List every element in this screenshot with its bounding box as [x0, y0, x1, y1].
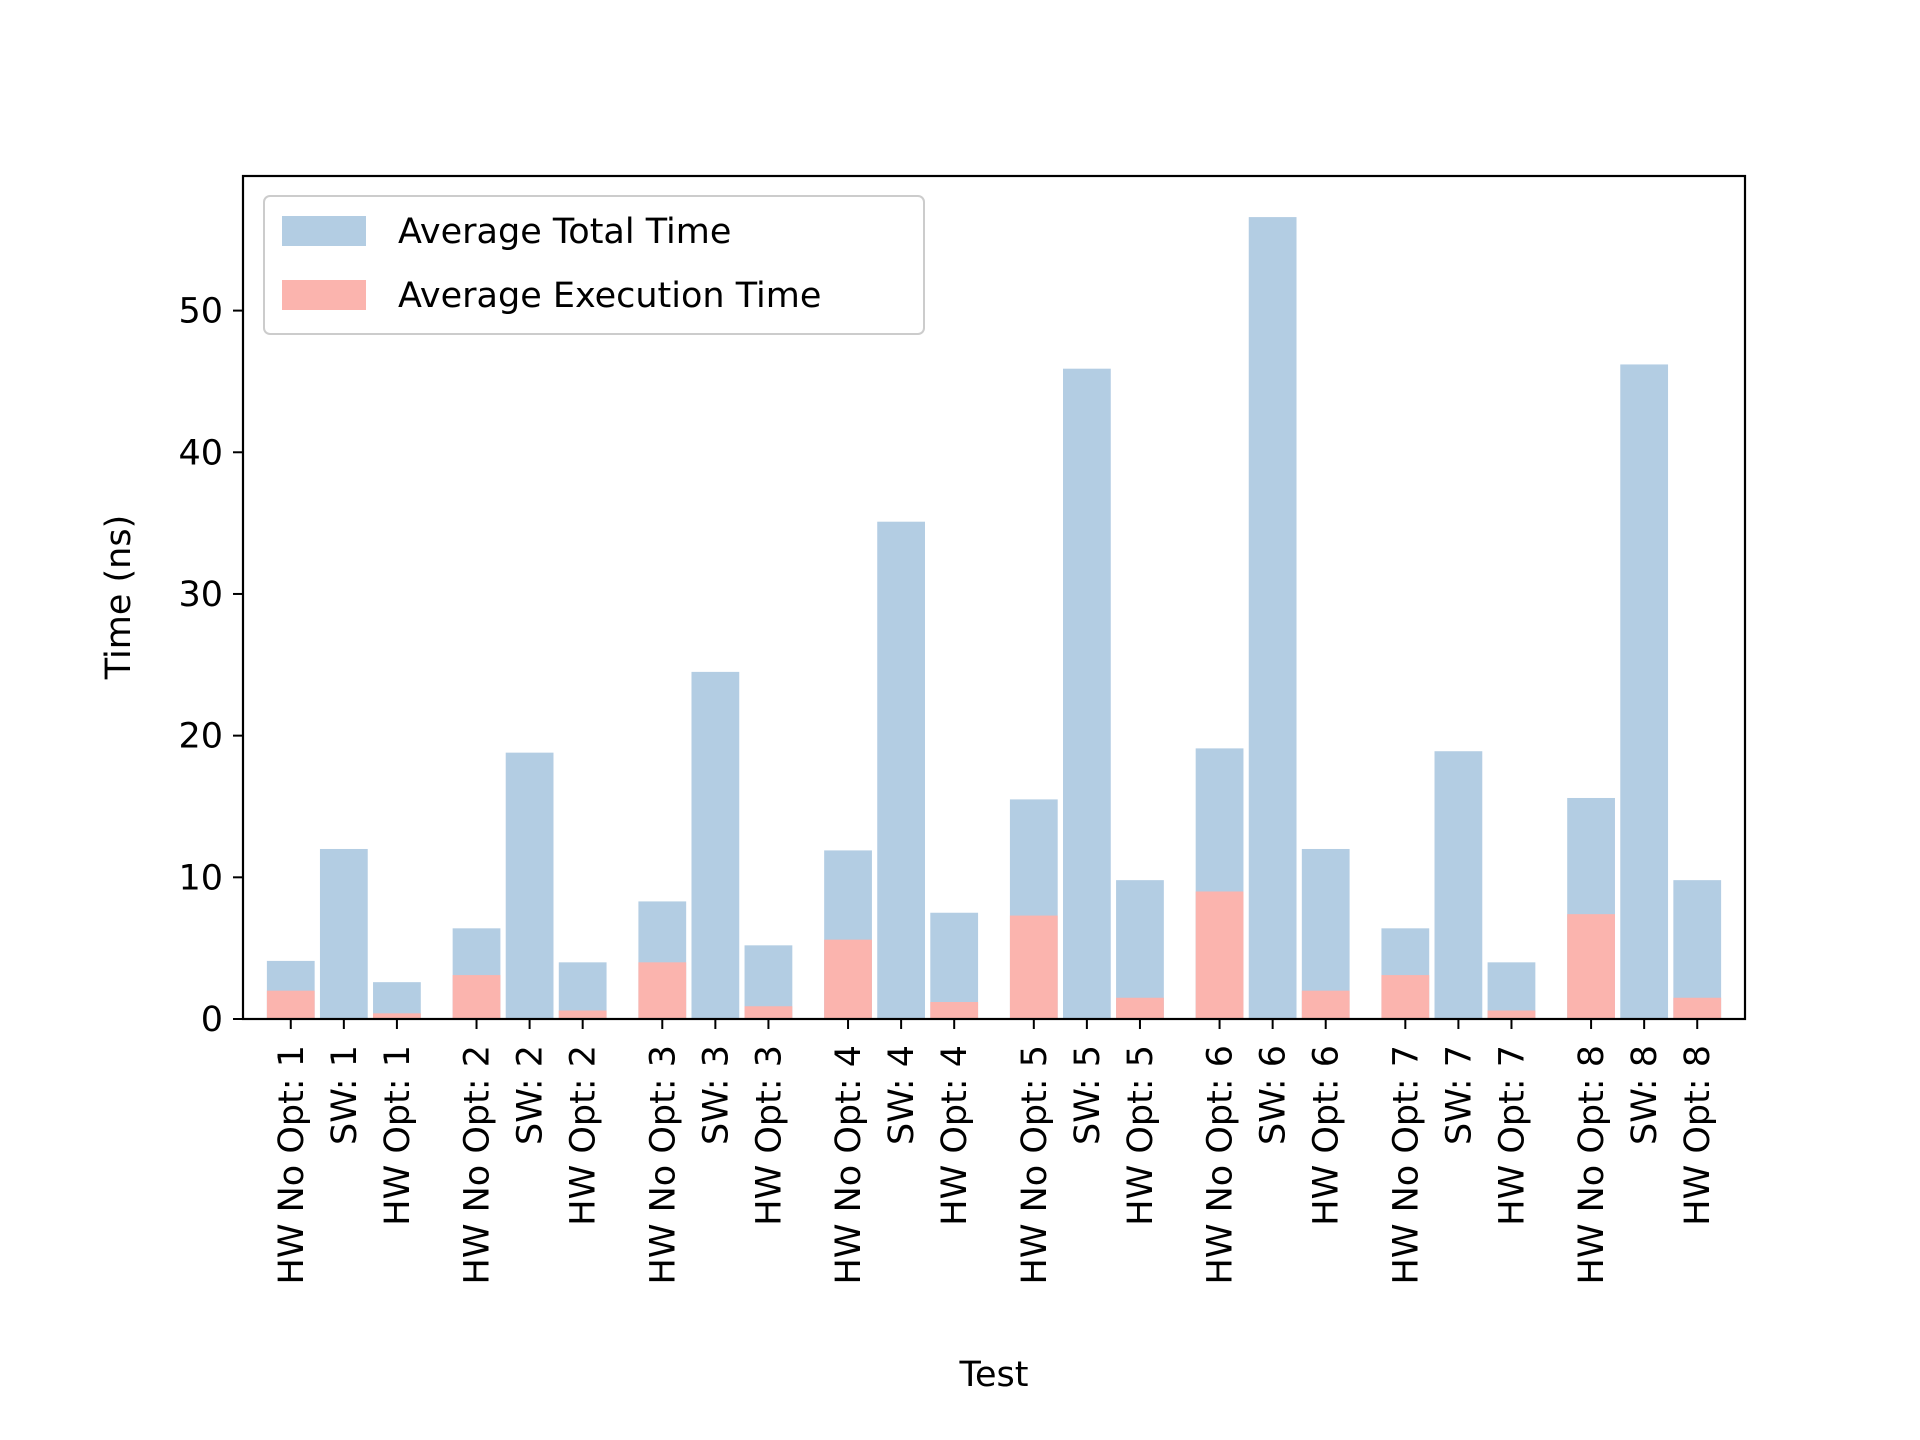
total-time-bar-20 [1434, 751, 1483, 1019]
x-tick-label-7: HW No Opt: 3 [643, 1045, 683, 1284]
execution-time-bar-1 [266, 990, 315, 1019]
execution-time-bar-12 [930, 1001, 979, 1019]
x-tick-label-20: SW: 7 [1439, 1045, 1479, 1145]
legend-label-total-time: Average Total Time [398, 212, 731, 252]
x-tick-label-21: HW Opt: 7 [1492, 1045, 1532, 1226]
y-tick-label-0: 0 [201, 1000, 223, 1040]
x-tick-label-6: HW Opt: 2 [564, 1045, 604, 1226]
total-time-bar-21 [1487, 962, 1536, 1019]
total-time-bars [266, 217, 1722, 1020]
x-tick-label-3: HW Opt: 1 [378, 1045, 418, 1226]
x-axis: HW No Opt: 1 SW: 1 HW Opt: 1 HW No Opt: 2 SW… [272, 1019, 1718, 1284]
total-time-bar-2 [319, 848, 368, 1019]
x-axis-label: Test [959, 1355, 1029, 1395]
x-tick-label-13: HW No Opt: 5 [1015, 1045, 1055, 1284]
y-axis-label: Time (ns) [99, 515, 139, 681]
x-tick-label-5: SW: 2 [511, 1045, 551, 1145]
x-tick-label-2: SW: 1 [325, 1045, 365, 1145]
x-tick-label-17: SW: 6 [1254, 1045, 1294, 1145]
execution-time-bar-18 [1301, 990, 1350, 1019]
total-time-bar-6 [558, 962, 607, 1019]
total-time-bar-24 [1673, 880, 1722, 1019]
execution-time-bar-22 [1567, 914, 1615, 1019]
execution-time-bars [266, 891, 1722, 1019]
total-time-bar-8 [691, 671, 740, 1019]
execution-time-bar-3 [373, 1013, 421, 1019]
x-tick-label-9: HW Opt: 3 [749, 1045, 789, 1226]
total-time-bar-5 [505, 752, 554, 1019]
x-tick-label-11: SW: 4 [882, 1045, 922, 1145]
execution-time-bar-4 [452, 975, 501, 1019]
legend-swatch-total-time [282, 216, 366, 246]
x-tick-label-18: HW Opt: 6 [1307, 1045, 1347, 1226]
execution-time-bar-10 [824, 939, 872, 1019]
y-tick-label-50: 50 [178, 292, 223, 332]
x-tick-label-16: HW No Opt: 6 [1201, 1045, 1241, 1284]
execution-time-bar-13 [1009, 915, 1058, 1019]
total-time-bar-14 [1062, 368, 1111, 1020]
execution-time-bar-19 [1381, 975, 1430, 1019]
y-tick-label-30: 30 [178, 575, 223, 615]
execution-time-bar-9 [744, 1006, 793, 1019]
x-tick-label-19: HW No Opt: 7 [1386, 1045, 1426, 1284]
total-time-bar-17 [1248, 217, 1297, 1019]
plot-area-frame [241, 174, 1747, 1021]
y-tick-label-10: 10 [178, 858, 223, 898]
execution-time-bar-6 [558, 1010, 607, 1019]
legend-label-execution-time: Average Execution Time [398, 276, 821, 316]
execution-time-bar-7 [638, 962, 687, 1019]
total-time-bar-12 [930, 912, 979, 1019]
x-tick-label-8: SW: 3 [696, 1045, 736, 1145]
execution-time-bar-16 [1195, 891, 1244, 1019]
legend: Average Total Time Average Execution Tim… [263, 195, 925, 335]
execution-time-bar-15 [1116, 997, 1164, 1019]
x-tick-label-22: HW No Opt: 8 [1572, 1045, 1612, 1284]
total-time-bar-23 [1620, 364, 1669, 1019]
total-time-bar-3 [373, 982, 421, 1019]
x-tick-label-1: HW No Opt: 1 [272, 1045, 312, 1284]
execution-time-bar-21 [1487, 1010, 1536, 1019]
total-time-bar-11 [877, 521, 926, 1019]
x-tick-label-10: HW No Opt: 4 [829, 1045, 869, 1284]
x-tick-label-15: HW Opt: 5 [1121, 1045, 1161, 1226]
total-time-bar-15 [1116, 880, 1164, 1019]
y-tick-label-20: 20 [178, 717, 223, 757]
x-tick-label-23: SW: 8 [1625, 1045, 1665, 1145]
x-tick-label-12: HW Opt: 4 [935, 1045, 975, 1226]
legend-frame [263, 195, 925, 335]
y-tick-label-40: 40 [178, 433, 223, 473]
y-axis: 0 10 20 30 40 50 [178, 292, 243, 1040]
legend-swatch-execution-time [282, 280, 366, 310]
x-tick-label-4: HW No Opt: 2 [458, 1045, 498, 1284]
x-tick-label-24: HW Opt: 8 [1678, 1045, 1718, 1226]
execution-time-bar-24 [1673, 997, 1722, 1019]
x-tick-label-14: SW: 5 [1068, 1045, 1108, 1145]
